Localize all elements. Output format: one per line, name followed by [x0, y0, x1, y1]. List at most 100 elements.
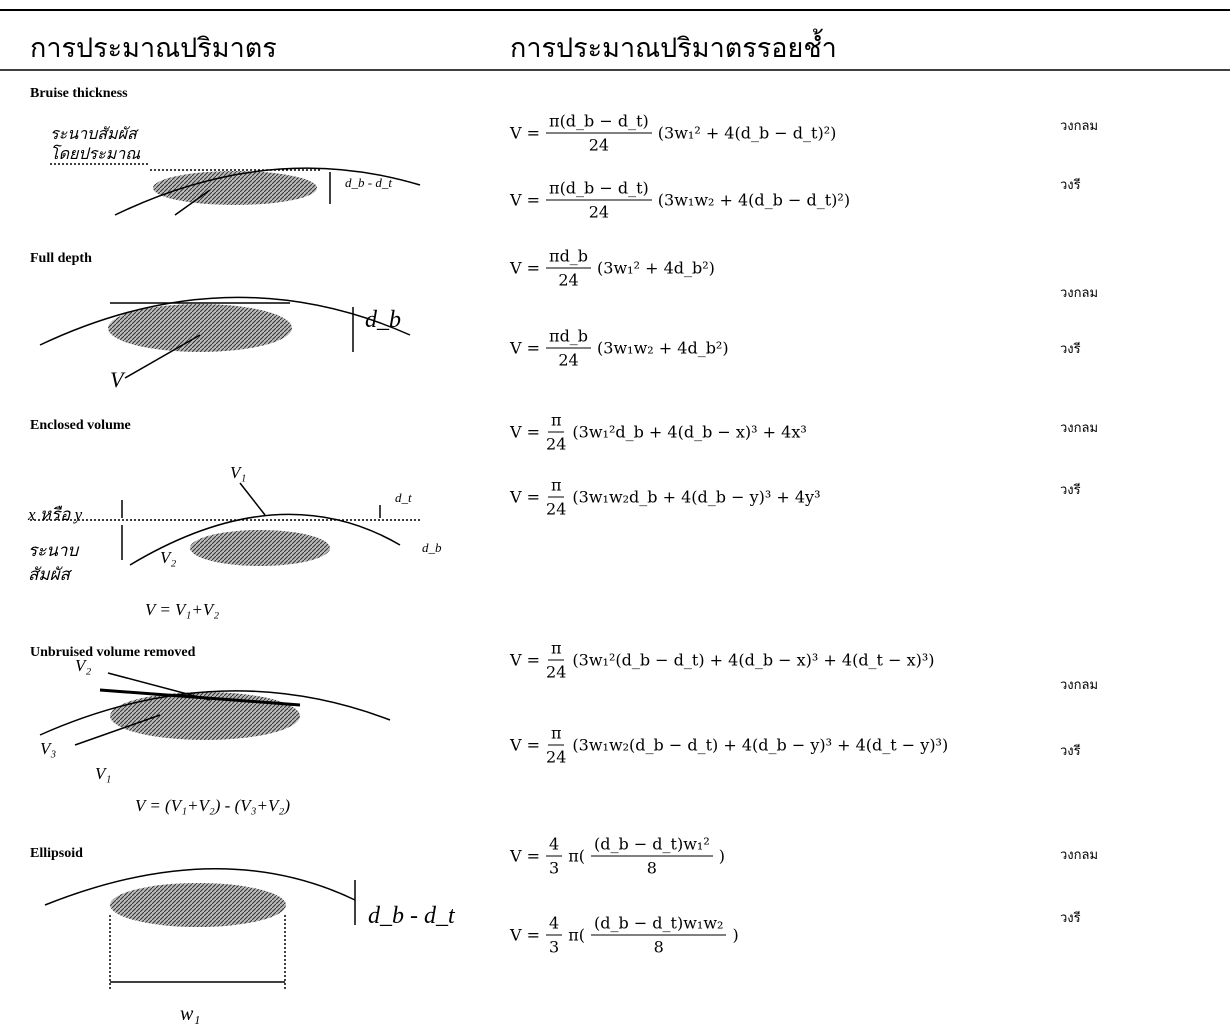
fraction: πd_b 24 — [546, 247, 592, 290]
denominator: 24 — [558, 270, 579, 290]
formula: V = π 24 (3w₁²d_b + 4(d_b − x)³ + 4x³ — [510, 411, 807, 454]
shape-label: วงกลม — [1060, 119, 1099, 134]
fraction: π(d_b − d_t) 24 — [546, 179, 652, 222]
numerator: (d_b − d_t)w₁w₂ — [591, 914, 727, 936]
shape-label: วงกลม — [1060, 848, 1099, 863]
formula-term: V = — [510, 846, 541, 866]
fraction: π 24 — [546, 639, 566, 682]
fraction: π(d_b − d_t) 24 — [546, 112, 652, 155]
formula-term: π( — [568, 925, 585, 945]
diagram-label: d_b — [365, 307, 401, 333]
formula: V = π 24 (3w₁w₂d_b + 4(d_b − y)³ + 4y³ — [510, 476, 821, 519]
formula: V = πd_b 24 (3w₁² + 4d_b²) — [510, 247, 715, 290]
diagram-label: สัมผัส — [28, 565, 70, 584]
formula: V = πd_b 24 (3w₁w₂ + 4d_b²) — [510, 327, 729, 370]
formula-term: V = — [510, 735, 541, 755]
method-name: Enclosed volume — [30, 418, 131, 433]
shape-label: วงกลม — [1060, 421, 1099, 436]
shape-label: วงรี — [1060, 178, 1081, 193]
formula-term: V = — [510, 338, 541, 358]
denominator: 3 — [549, 937, 560, 957]
diagram-label: โดยประมาณ — [50, 146, 141, 163]
numerator: π(d_b − d_t) — [546, 179, 652, 201]
formula-term: V = — [510, 123, 541, 143]
diagram-lines — [30, 163, 421, 990]
diagram-label: w₁ — [180, 1003, 201, 1025]
formula-term: V = — [510, 487, 541, 507]
fraction: π 24 — [546, 724, 566, 767]
numerator: πd_b — [546, 247, 592, 269]
method-name: Full depth — [30, 251, 92, 266]
method-name: Ellipsoid — [30, 846, 83, 861]
shape-label: วงรี — [1060, 483, 1081, 498]
denominator: 24 — [558, 350, 579, 370]
formula-term: V = — [510, 422, 541, 442]
numerator: π — [547, 476, 565, 498]
diagram-label: d_b - d_t — [345, 175, 392, 190]
diagram-label: V₃ — [40, 739, 57, 758]
formula: V = 4 3 π((d_b − d_t)w₁² 8) — [510, 835, 725, 878]
numerator: 4 — [546, 914, 563, 936]
diagram-label: V = V₁+V₂ — [145, 600, 220, 619]
denominator: 24 — [546, 499, 567, 519]
denominator: 24 — [588, 135, 610, 155]
column-header: การประมาณปริมาตรรอยช้ำ — [510, 33, 837, 64]
numerator: π — [547, 411, 565, 433]
diagram-label: x หรือ y — [28, 505, 83, 524]
diagram-label: d_t — [395, 490, 412, 505]
formula-term: V = — [510, 190, 541, 210]
denominator: 24 — [546, 434, 567, 454]
formula-term: π( — [568, 846, 585, 866]
shape-label: วงรี — [1060, 911, 1081, 926]
diagram-label: V₁ — [230, 463, 247, 482]
diagram-label: V₁ — [95, 764, 112, 783]
formula-term: V = — [510, 258, 541, 278]
diagram-label: d_b - d_t — [368, 903, 455, 929]
shape-label: วงรี — [1060, 342, 1081, 357]
formula-term: ) — [718, 846, 725, 866]
formula-term: (3w₁w₂ + 4d_b²) — [597, 338, 729, 358]
numerator: π — [547, 724, 565, 746]
denominator: 8 — [653, 937, 664, 957]
diagram-label: V₂ — [160, 548, 177, 567]
diagram-label: V₂ — [75, 656, 92, 675]
shape-label: วงรี — [1060, 744, 1081, 759]
formula: V = 4 3 π((d_b − d_t)w₁w₂ 8) — [510, 914, 739, 957]
formula-term: (3w₁²d_b + 4(d_b − x)³ + 4x³ — [572, 422, 807, 442]
fraction: πd_b 24 — [546, 327, 592, 370]
denominator: 8 — [646, 858, 657, 878]
formula-term: (3w₁² + 4d_b²) — [597, 258, 715, 278]
numerator: π(d_b − d_t) — [546, 112, 652, 134]
diagram-label: d_b — [422, 540, 442, 555]
column-header: การประมาณปริมาตร — [30, 33, 277, 64]
formula: V = π 24 (3w₁²(d_b − d_t) + 4(d_b − x)³ + 4… — [510, 639, 934, 682]
formula-term: V = — [510, 925, 541, 945]
shape-label: วงกลม — [1060, 678, 1099, 693]
shape-label: วงกลม — [1060, 286, 1099, 301]
numerator: πd_b — [546, 327, 592, 349]
formula-term: (3w₁²(d_b − d_t) + 4(d_b − x)³ + 4(d_t −… — [572, 650, 935, 670]
denominator: 3 — [549, 858, 560, 878]
formula-term: (3w₁w₂d_b + 4(d_b − y)³ + 4y³ — [572, 487, 821, 507]
method-name: Unbruised volume removed — [30, 645, 196, 660]
diagram-label: ระนาบสัมผัส — [50, 126, 137, 143]
formula-term: (3w₁w₂(d_b − d_t) + 4(d_b − y)³ + 4(d_t … — [572, 735, 949, 755]
formula-term: V = — [510, 650, 541, 670]
diagram-label: V — [110, 367, 124, 392]
diagram-label: ระนาบ — [28, 541, 79, 560]
numerator: 4 — [546, 835, 563, 857]
method-name: Bruise thickness — [30, 86, 128, 101]
formula: V = π 24 (3w₁w₂(d_b − d_t) + 4(d_b − y)³ + … — [510, 724, 948, 767]
denominator: 24 — [588, 202, 610, 222]
denominator: 24 — [546, 662, 567, 682]
diagram-label: V = (V₁+V₂) - (V₃+V₂) — [135, 796, 290, 815]
formula-term: (3w₁² + 4(d_b − d_t)²) — [657, 123, 837, 143]
denominator: 24 — [546, 747, 567, 767]
fraction: π 24 — [546, 411, 566, 454]
formula-term: ) — [732, 925, 739, 945]
fraction: π 24 — [546, 476, 566, 519]
